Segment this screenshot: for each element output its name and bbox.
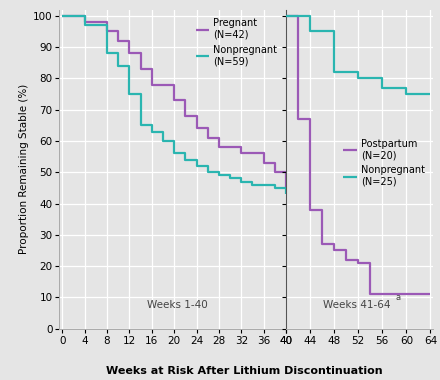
Pregnant
(N=42) — [183, 114, 188, 118]
Pregnant
(N=42) — [82, 20, 87, 24]
Pregnant
(N=42) — [172, 98, 177, 103]
Legend: Postpartum
(N=20), Nonpregnant
(N=25): Postpartum (N=20), Nonpregnant (N=25) — [339, 135, 429, 191]
Y-axis label: Proportion Remaining Stable (%): Proportion Remaining Stable (%) — [18, 84, 29, 254]
Nonpregnant
(N=59) — [238, 179, 244, 184]
Pregnant
(N=42) — [127, 51, 132, 55]
Nonpregnant
(N=25) — [403, 92, 409, 96]
Pregnant
(N=42) — [104, 29, 110, 34]
Nonpregnant
(N=25) — [356, 76, 361, 81]
Pregnant
(N=42) — [194, 126, 199, 131]
Pregnant
(N=42) — [138, 66, 143, 71]
Postpartum
(N=20) — [367, 292, 373, 296]
Line: Pregnant
(N=42): Pregnant (N=42) — [62, 16, 286, 188]
Pregnant
(N=42) — [283, 185, 289, 190]
Postpartum
(N=20) — [331, 248, 337, 253]
Nonpregnant
(N=59) — [160, 139, 165, 143]
Nonpregnant
(N=59) — [194, 164, 199, 168]
Nonpregnant
(N=59) — [172, 151, 177, 156]
Postpartum
(N=20) — [344, 258, 349, 262]
Text: Weeks 1-40: Weeks 1-40 — [147, 299, 208, 310]
Nonpregnant
(N=59) — [127, 92, 132, 96]
Pregnant
(N=42) — [205, 136, 210, 140]
Nonpregnant
(N=25) — [319, 29, 325, 34]
Postpartum
(N=20) — [295, 117, 301, 121]
Nonpregnant
(N=25) — [331, 70, 337, 74]
Nonpregnant
(N=59) — [59, 13, 65, 18]
Text: Weeks at Risk After Lithium Discontinuation: Weeks at Risk After Lithium Discontinuat… — [106, 366, 382, 376]
Nonpregnant
(N=59) — [250, 182, 255, 187]
Postpartum
(N=20) — [283, 13, 289, 18]
Pregnant
(N=42) — [216, 145, 222, 149]
Postpartum
(N=20) — [392, 292, 397, 296]
Nonpregnant
(N=25) — [308, 29, 313, 34]
Text: a: a — [396, 293, 401, 302]
Nonpregnant
(N=25) — [428, 92, 433, 96]
Nonpregnant
(N=25) — [283, 13, 289, 18]
Legend: Pregnant
(N=42), Nonpregnant
(N=59): Pregnant (N=42), Nonpregnant (N=59) — [192, 14, 281, 70]
Nonpregnant
(N=59) — [82, 23, 87, 27]
Pregnant
(N=42) — [149, 82, 154, 87]
Nonpregnant
(N=59) — [116, 63, 121, 68]
Nonpregnant
(N=59) — [205, 170, 210, 174]
Nonpregnant
(N=59) — [261, 182, 266, 187]
Line: Nonpregnant
(N=25): Nonpregnant (N=25) — [286, 16, 430, 94]
Pregnant
(N=42) — [238, 151, 244, 156]
Pregnant
(N=42) — [116, 38, 121, 43]
Line: Postpartum
(N=20): Postpartum (N=20) — [286, 16, 430, 294]
Nonpregnant
(N=59) — [104, 51, 110, 55]
Pregnant
(N=42) — [261, 161, 266, 165]
Text: Weeks 41-64: Weeks 41-64 — [323, 299, 391, 310]
Nonpregnant
(N=25) — [380, 86, 385, 90]
Nonpregnant
(N=59) — [149, 129, 154, 134]
Postpartum
(N=20) — [428, 292, 433, 296]
Pregnant
(N=42) — [272, 170, 278, 174]
Postpartum
(N=20) — [356, 261, 361, 265]
Postpartum
(N=20) — [308, 207, 313, 212]
Postpartum
(N=20) — [319, 242, 325, 247]
Nonpregnant
(N=59) — [272, 185, 278, 190]
Nonpregnant
(N=59) — [216, 173, 222, 177]
Nonpregnant
(N=59) — [227, 176, 233, 181]
Nonpregnant
(N=59) — [183, 157, 188, 162]
Pregnant
(N=42) — [59, 13, 65, 18]
Nonpregnant
(N=59) — [283, 192, 289, 196]
Line: Nonpregnant
(N=59): Nonpregnant (N=59) — [62, 16, 286, 194]
Nonpregnant
(N=59) — [138, 123, 143, 128]
